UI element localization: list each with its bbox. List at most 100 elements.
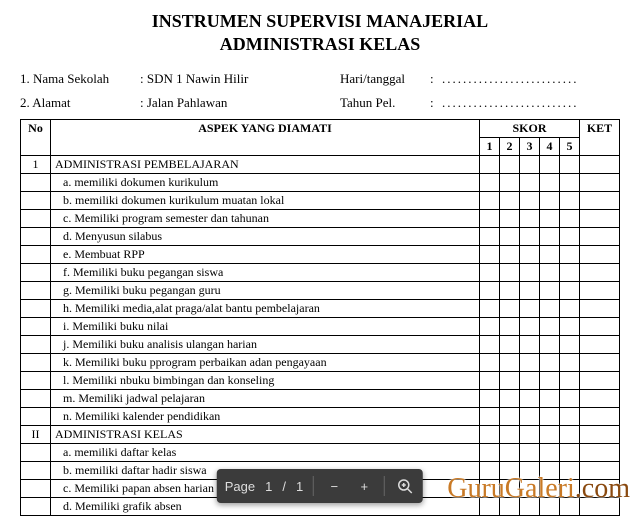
score-cell xyxy=(480,479,500,497)
page-total: 1 xyxy=(296,479,303,494)
score-cell xyxy=(500,299,520,317)
score-cell xyxy=(480,443,500,461)
ket-cell xyxy=(580,227,620,245)
header-row-1: 1. Nama Sekolah : SDN 1 Nawin Hilir Hari… xyxy=(20,71,620,87)
title-line-2: ADMINISTRASI KELAS xyxy=(20,33,620,56)
col-header-ket: KET xyxy=(580,119,620,155)
score-cell xyxy=(480,245,500,263)
score-cell xyxy=(560,173,580,191)
score-cell xyxy=(560,227,580,245)
score-cell xyxy=(480,155,500,173)
page-sep: / xyxy=(282,479,286,494)
ket-cell xyxy=(580,479,620,497)
row-aspek: j. Memiliki buku analisis ulangan harian xyxy=(51,335,480,353)
score-cell xyxy=(520,155,540,173)
score-cell xyxy=(500,353,520,371)
score-cell xyxy=(540,263,560,281)
zoom-out-button[interactable]: − xyxy=(324,476,344,496)
score-cell xyxy=(540,353,560,371)
table-row: n. Memiliki kalender pendidikan xyxy=(21,407,620,425)
table-row: a. memiliki daftar kelas xyxy=(21,443,620,461)
score-cell xyxy=(520,479,540,497)
value-nama-sekolah: : SDN 1 Nawin Hilir xyxy=(140,71,340,87)
document-title: INSTRUMEN SUPERVISI MANAJERIAL ADMINISTR… xyxy=(20,10,620,57)
score-cell xyxy=(540,407,560,425)
zoom-reset-button[interactable] xyxy=(395,476,415,496)
ket-cell xyxy=(580,317,620,335)
row-no xyxy=(21,281,51,299)
col-header-s3: 3 xyxy=(520,137,540,155)
pdf-toolbar: Page 1 / 1 − + xyxy=(217,469,423,503)
score-cell xyxy=(520,425,540,443)
row-no xyxy=(21,317,51,335)
ket-cell xyxy=(580,245,620,263)
score-cell xyxy=(540,191,560,209)
score-cell xyxy=(480,407,500,425)
score-cell xyxy=(540,371,560,389)
ket-cell xyxy=(580,407,620,425)
score-cell xyxy=(500,479,520,497)
score-cell xyxy=(560,407,580,425)
score-cell xyxy=(500,263,520,281)
document-page: INSTRUMEN SUPERVISI MANAJERIAL ADMINISTR… xyxy=(0,0,640,526)
label-nama-sekolah: 1. Nama Sekolah xyxy=(20,71,140,87)
row-aspek: e. Membuat RPP xyxy=(51,245,480,263)
row-aspek: d. Menyusun silabus xyxy=(51,227,480,245)
score-cell xyxy=(500,209,520,227)
score-cell xyxy=(520,407,540,425)
table-row: m. Memiliki jadwal pelajaran xyxy=(21,389,620,407)
row-no xyxy=(21,353,51,371)
row-no xyxy=(21,227,51,245)
ket-cell xyxy=(580,155,620,173)
score-cell xyxy=(540,299,560,317)
score-cell xyxy=(540,245,560,263)
magnifier-icon xyxy=(397,478,413,494)
table-row: c. Memiliki program semester dan tahunan xyxy=(21,209,620,227)
score-cell xyxy=(520,227,540,245)
row-aspek: f. Memiliki buku pegangan siswa xyxy=(51,263,480,281)
col-header-s1: 1 xyxy=(480,137,500,155)
table-row: g. Memiliki buku pegangan guru xyxy=(21,281,620,299)
score-cell xyxy=(540,425,560,443)
row-no xyxy=(21,479,51,497)
table-row: e. Membuat RPP xyxy=(21,245,620,263)
ket-cell xyxy=(580,281,620,299)
row-aspek: k. Memiliki buku pprogram perbaikan adan… xyxy=(51,353,480,371)
score-cell xyxy=(560,245,580,263)
score-cell xyxy=(500,281,520,299)
ket-cell xyxy=(580,443,620,461)
score-cell xyxy=(540,335,560,353)
section-row: IIADMINISTRASI KELAS xyxy=(21,425,620,443)
score-cell xyxy=(500,227,520,245)
score-cell xyxy=(540,461,560,479)
score-cell xyxy=(480,353,500,371)
score-cell xyxy=(500,173,520,191)
row-aspek: n. Memiliki kalender pendidikan xyxy=(51,407,480,425)
score-cell xyxy=(520,371,540,389)
score-cell xyxy=(520,299,540,317)
row-aspek: a. memiliki dokumen kurikulum xyxy=(51,173,480,191)
table-row: h. Memiliki media,alat praga/alat bantu … xyxy=(21,299,620,317)
score-cell xyxy=(560,389,580,407)
value-alamat: : Jalan Pahlawan xyxy=(140,95,340,111)
score-cell xyxy=(500,371,520,389)
zoom-in-button[interactable]: + xyxy=(354,476,374,496)
table-row: l. Memiliki nbuku bimbingan dan konselin… xyxy=(21,371,620,389)
row-no xyxy=(21,191,51,209)
score-cell xyxy=(560,191,580,209)
row-no xyxy=(21,443,51,461)
score-cell xyxy=(520,461,540,479)
col-header-no: No xyxy=(21,119,51,155)
score-cell xyxy=(480,371,500,389)
row-aspek: c. Memiliki program semester dan tahunan xyxy=(51,209,480,227)
score-cell xyxy=(480,173,500,191)
table-row: a. memiliki dokumen kurikulum xyxy=(21,173,620,191)
row-no xyxy=(21,173,51,191)
label-alamat: 2. Alamat xyxy=(20,95,140,111)
row-no xyxy=(21,263,51,281)
label-hari-tanggal: Hari/tanggal xyxy=(340,71,430,87)
score-cell xyxy=(480,389,500,407)
score-cell xyxy=(560,497,580,515)
score-cell xyxy=(540,281,560,299)
score-cell xyxy=(540,173,560,191)
